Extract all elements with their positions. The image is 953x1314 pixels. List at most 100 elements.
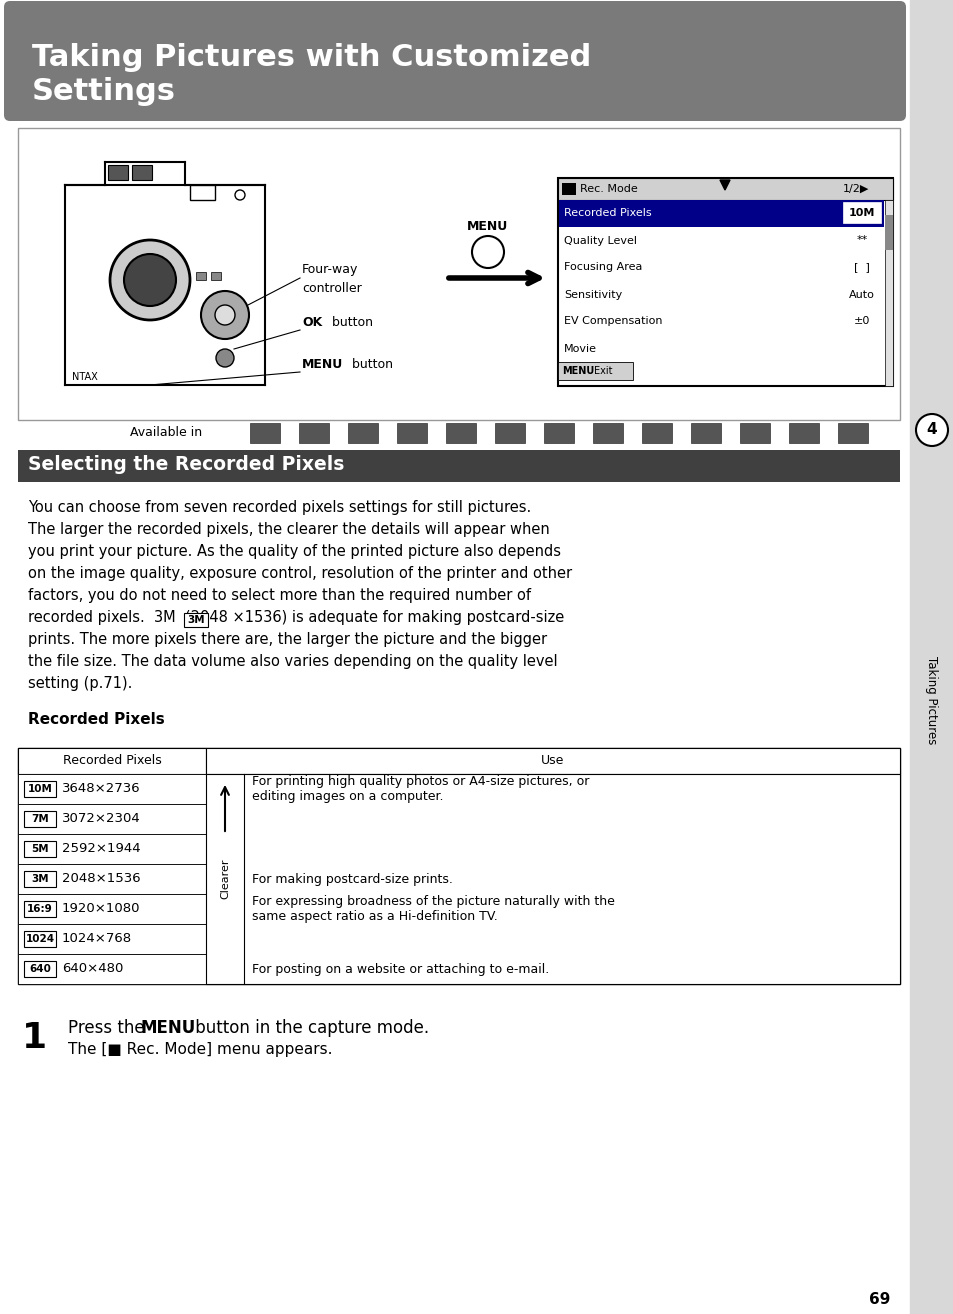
Bar [495,423,524,443]
Bar [884,215,892,250]
Bar [206,748,899,774]
Bar [18,834,206,865]
Text: button in the capture mode.: button in the capture mode. [190,1018,429,1037]
Text: MENU: MENU [302,359,343,372]
Bar [132,166,152,180]
Text: 10M: 10M [28,784,52,794]
Text: on the image quality, exposure control, resolution of the printer and other: on the image quality, exposure control, … [28,566,572,581]
Text: 1: 1 [22,1021,47,1055]
Circle shape [472,237,503,268]
Text: 2048×1536: 2048×1536 [62,872,140,886]
Text: Focusing Area: Focusing Area [563,263,641,272]
Text: 10M: 10M [848,209,874,218]
Text: The [■ Rec. Mode] menu appears.: The [■ Rec. Mode] menu appears. [68,1042,333,1056]
Text: Movie: Movie [563,343,597,353]
Text: MENU: MENU [467,221,508,234]
Text: 3M: 3M [31,874,49,884]
Bar [561,183,576,194]
Text: For making postcard-size prints.: For making postcard-size prints. [252,872,453,886]
Bar [24,811,56,827]
Bar [298,423,329,443]
Text: Use: Use [540,754,564,767]
Bar [909,0,953,1314]
Circle shape [110,240,190,321]
Text: factors, you do not need to select more than the required number of: factors, you do not need to select more … [28,587,531,603]
Bar [250,423,280,443]
Text: NTAX: NTAX [71,372,97,382]
Text: Four-way: Four-way [302,264,358,276]
Text: 4: 4 [925,423,937,438]
Text: 16:9: 16:9 [27,904,52,915]
Circle shape [215,350,233,367]
Bar [18,449,899,482]
Text: OK: OK [302,317,322,330]
Text: 640×480: 640×480 [62,962,123,975]
Text: you print your picture. As the quality of the printed picture also depends: you print your picture. As the quality o… [28,544,560,558]
Bar [211,272,221,280]
Bar [837,423,867,443]
Bar [18,127,899,420]
Text: 1920×1080: 1920×1080 [62,903,140,916]
Bar [396,423,427,443]
Text: 3648×2736: 3648×2736 [62,783,140,795]
Bar [18,954,206,984]
Text: 2592×1944: 2592×1944 [62,842,140,855]
Text: 1024: 1024 [26,934,54,943]
Text: EV Compensation: EV Compensation [563,317,661,326]
Text: 3072×2304: 3072×2304 [62,812,141,825]
Text: **: ** [856,235,866,246]
Bar [24,781,56,798]
Text: prints. The more pixels there are, the larger the picture and the bigger: prints. The more pixels there are, the l… [28,632,547,646]
Text: Available in: Available in [130,426,202,439]
FancyBboxPatch shape [4,1,905,121]
Circle shape [201,290,249,339]
Text: For posting on a website or attaching to e-mail.: For posting on a website or attaching to… [252,962,549,975]
Bar [788,423,818,443]
Text: 640: 640 [29,964,51,974]
Bar [18,774,206,804]
Text: 69: 69 [868,1293,890,1307]
Text: Taking Pictures with Customized: Taking Pictures with Customized [32,43,591,72]
Bar [690,423,720,443]
Text: 1/2▶: 1/2▶ [842,184,868,194]
Text: Quality Level: Quality Level [563,235,637,246]
Bar [24,961,56,978]
Text: ±0: ±0 [853,317,869,326]
Text: Recorded Pixels: Recorded Pixels [63,754,161,767]
Bar [543,423,574,443]
Bar [641,423,671,443]
Text: Settings: Settings [32,78,175,106]
Bar [195,272,206,280]
Text: Taking Pictures: Taking Pictures [924,656,938,744]
Text: Sensitivity: Sensitivity [563,289,621,300]
Bar [18,924,206,954]
Bar [558,200,883,227]
Bar [18,748,899,984]
Text: 1024×768: 1024×768 [62,933,132,946]
Text: Press the: Press the [68,1018,150,1037]
Text: Exit: Exit [594,367,612,376]
Bar [24,932,56,947]
Bar [190,185,214,200]
Bar [108,166,128,180]
Text: Recorded Pixels: Recorded Pixels [563,209,651,218]
Bar [842,202,880,223]
Text: 5M: 5M [31,844,49,854]
Bar [558,361,633,380]
Bar [24,871,56,887]
Text: You can choose from seven recorded pixels settings for still pictures.: You can choose from seven recorded pixel… [28,501,531,515]
Bar [884,200,892,386]
Bar [24,841,56,857]
Bar [184,614,208,627]
Bar [593,423,622,443]
Bar [18,894,206,924]
Bar [206,774,899,984]
Polygon shape [720,180,729,191]
Text: button: button [348,359,393,372]
Bar [24,901,56,917]
Text: Selecting the Recorded Pixels: Selecting the Recorded Pixels [28,456,344,474]
Text: For expressing broadness of the picture naturally with the
same aspect ratio as : For expressing broadness of the picture … [252,895,615,922]
Text: Clearer: Clearer [220,859,230,899]
Text: MENU: MENU [561,367,594,376]
Text: For printing high quality photos or A4-size pictures, or
editing images on a com: For printing high quality photos or A4-s… [252,775,589,803]
